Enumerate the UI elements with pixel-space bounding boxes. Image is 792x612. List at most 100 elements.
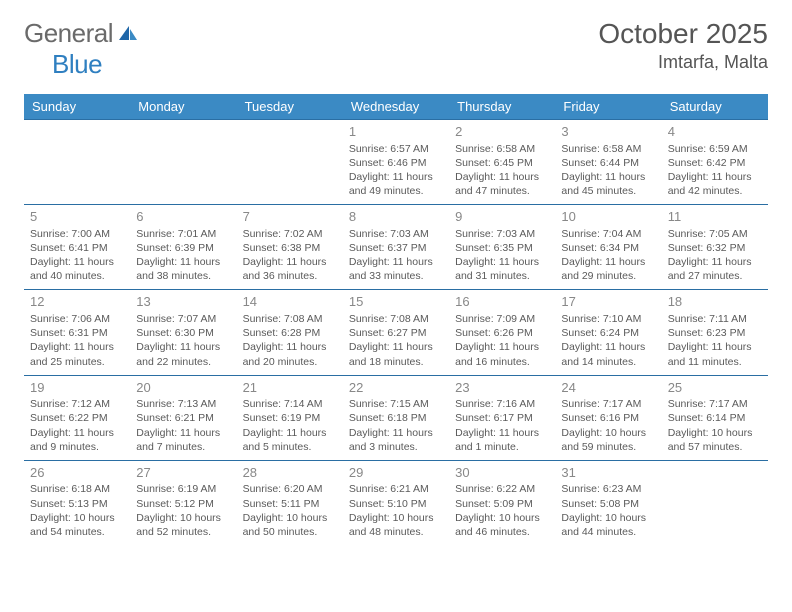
logo: General Blue [24,18,139,80]
sunrise-line: Sunrise: 6:58 AM [455,142,549,156]
day-cell: 11Sunrise: 7:05 AMSunset: 6:32 PMDayligh… [662,205,768,290]
day-cell: 18Sunrise: 7:11 AMSunset: 6:23 PMDayligh… [662,290,768,375]
sunset-line: Sunset: 5:12 PM [136,497,230,511]
sunrise-line: Sunrise: 7:03 AM [455,227,549,241]
day-cell: 9Sunrise: 7:03 AMSunset: 6:35 PMDaylight… [449,205,555,290]
title-block: October 2025 Imtarfa, Malta [598,18,768,73]
daylight-line: Daylight: 11 hours and 25 minutes. [30,340,124,368]
sunset-line: Sunset: 6:45 PM [455,156,549,170]
day-cell: 4Sunrise: 6:59 AMSunset: 6:42 PMDaylight… [662,120,768,205]
sunset-line: Sunset: 6:24 PM [561,326,655,340]
day-cell: 17Sunrise: 7:10 AMSunset: 6:24 PMDayligh… [555,290,661,375]
day-cell: 26Sunrise: 6:18 AMSunset: 5:13 PMDayligh… [24,460,130,545]
day-number: 6 [136,208,230,226]
day-cell: 20Sunrise: 7:13 AMSunset: 6:21 PMDayligh… [130,375,236,460]
day-cell: 30Sunrise: 6:22 AMSunset: 5:09 PMDayligh… [449,460,555,545]
calendar-table: Sunday Monday Tuesday Wednesday Thursday… [24,94,768,545]
day-number: 29 [349,464,443,482]
day-header: Wednesday [343,94,449,120]
sunset-line: Sunset: 6:19 PM [243,411,337,425]
sunset-line: Sunset: 6:41 PM [30,241,124,255]
day-cell: 10Sunrise: 7:04 AMSunset: 6:34 PMDayligh… [555,205,661,290]
day-number: 26 [30,464,124,482]
daylight-line: Daylight: 11 hours and 11 minutes. [668,340,762,368]
sunset-line: Sunset: 6:28 PM [243,326,337,340]
day-number: 21 [243,379,337,397]
sunset-line: Sunset: 5:10 PM [349,497,443,511]
location: Imtarfa, Malta [598,52,768,73]
sunrise-line: Sunrise: 6:18 AM [30,482,124,496]
day-number: 28 [243,464,337,482]
sunrise-line: Sunrise: 7:16 AM [455,397,549,411]
sunrise-line: Sunrise: 7:01 AM [136,227,230,241]
day-cell: 15Sunrise: 7:08 AMSunset: 6:27 PMDayligh… [343,290,449,375]
sunset-line: Sunset: 6:42 PM [668,156,762,170]
sunrise-line: Sunrise: 6:57 AM [349,142,443,156]
sunset-line: Sunset: 6:27 PM [349,326,443,340]
day-cell: 25Sunrise: 7:17 AMSunset: 6:14 PMDayligh… [662,375,768,460]
day-cell [237,120,343,205]
day-header: Monday [130,94,236,120]
sunrise-line: Sunrise: 7:03 AM [349,227,443,241]
sunset-line: Sunset: 5:09 PM [455,497,549,511]
sunset-line: Sunset: 5:13 PM [30,497,124,511]
logo-word-blue: Blue [52,49,102,79]
day-header: Tuesday [237,94,343,120]
sunrise-line: Sunrise: 7:02 AM [243,227,337,241]
day-number: 15 [349,293,443,311]
day-cell: 22Sunrise: 7:15 AMSunset: 6:18 PMDayligh… [343,375,449,460]
sunset-line: Sunset: 6:35 PM [455,241,549,255]
day-number: 31 [561,464,655,482]
daylight-line: Daylight: 11 hours and 27 minutes. [668,255,762,283]
sunrise-line: Sunrise: 7:09 AM [455,312,549,326]
sunset-line: Sunset: 6:18 PM [349,411,443,425]
sunset-line: Sunset: 6:22 PM [30,411,124,425]
day-header-row: Sunday Monday Tuesday Wednesday Thursday… [24,94,768,120]
week-row: 1Sunrise: 6:57 AMSunset: 6:46 PMDaylight… [24,120,768,205]
day-cell: 1Sunrise: 6:57 AMSunset: 6:46 PMDaylight… [343,120,449,205]
daylight-line: Daylight: 11 hours and 42 minutes. [668,170,762,198]
day-number: 2 [455,123,549,141]
day-cell: 7Sunrise: 7:02 AMSunset: 6:38 PMDaylight… [237,205,343,290]
day-cell: 19Sunrise: 7:12 AMSunset: 6:22 PMDayligh… [24,375,130,460]
month-title: October 2025 [598,18,768,50]
day-cell: 29Sunrise: 6:21 AMSunset: 5:10 PMDayligh… [343,460,449,545]
sunset-line: Sunset: 6:30 PM [136,326,230,340]
day-number: 4 [668,123,762,141]
day-number: 16 [455,293,549,311]
sunset-line: Sunset: 6:39 PM [136,241,230,255]
day-number: 17 [561,293,655,311]
daylight-line: Daylight: 11 hours and 9 minutes. [30,426,124,454]
sunrise-line: Sunrise: 6:21 AM [349,482,443,496]
daylight-line: Daylight: 10 hours and 46 minutes. [455,511,549,539]
day-cell: 27Sunrise: 6:19 AMSunset: 5:12 PMDayligh… [130,460,236,545]
daylight-line: Daylight: 11 hours and 5 minutes. [243,426,337,454]
day-number: 19 [30,379,124,397]
sunset-line: Sunset: 6:17 PM [455,411,549,425]
sunrise-line: Sunrise: 7:13 AM [136,397,230,411]
day-number: 24 [561,379,655,397]
logo-word-general: General [24,18,113,48]
sunrise-line: Sunrise: 7:12 AM [30,397,124,411]
daylight-line: Daylight: 11 hours and 18 minutes. [349,340,443,368]
day-cell [662,460,768,545]
day-cell: 16Sunrise: 7:09 AMSunset: 6:26 PMDayligh… [449,290,555,375]
day-header: Thursday [449,94,555,120]
daylight-line: Daylight: 11 hours and 29 minutes. [561,255,655,283]
day-number: 30 [455,464,549,482]
day-cell: 23Sunrise: 7:16 AMSunset: 6:17 PMDayligh… [449,375,555,460]
daylight-line: Daylight: 11 hours and 3 minutes. [349,426,443,454]
daylight-line: Daylight: 11 hours and 47 minutes. [455,170,549,198]
sunset-line: Sunset: 6:16 PM [561,411,655,425]
day-number: 12 [30,293,124,311]
day-cell: 14Sunrise: 7:08 AMSunset: 6:28 PMDayligh… [237,290,343,375]
day-number: 5 [30,208,124,226]
daylight-line: Daylight: 10 hours and 59 minutes. [561,426,655,454]
sunset-line: Sunset: 6:32 PM [668,241,762,255]
sunset-line: Sunset: 6:44 PM [561,156,655,170]
week-row: 19Sunrise: 7:12 AMSunset: 6:22 PMDayligh… [24,375,768,460]
sunrise-line: Sunrise: 7:11 AM [668,312,762,326]
day-cell: 28Sunrise: 6:20 AMSunset: 5:11 PMDayligh… [237,460,343,545]
daylight-line: Daylight: 11 hours and 14 minutes. [561,340,655,368]
week-row: 5Sunrise: 7:00 AMSunset: 6:41 PMDaylight… [24,205,768,290]
